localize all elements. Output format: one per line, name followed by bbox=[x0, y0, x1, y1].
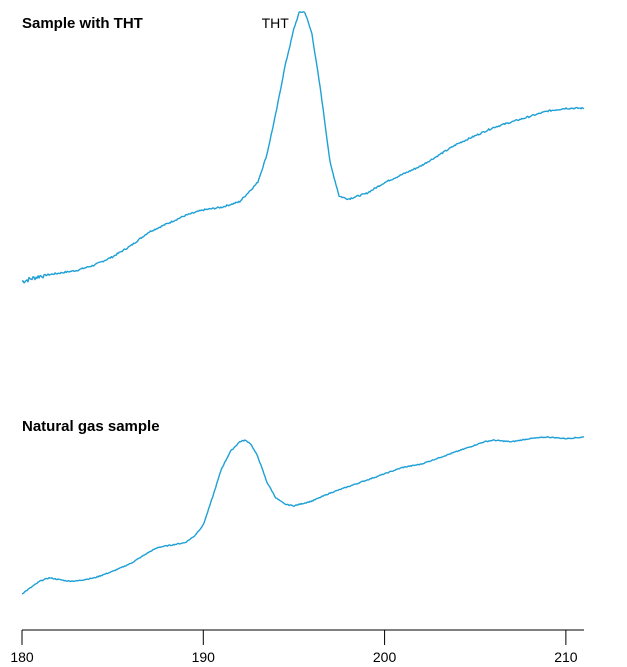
panel-title-sample-with-tht: Sample with THT bbox=[22, 15, 143, 32]
x-tick-label-200: 200 bbox=[373, 649, 397, 665]
x-tick-label-210: 210 bbox=[554, 649, 578, 665]
x-axis: 180 190 200 210 bbox=[10, 629, 584, 665]
panel-title-natural-gas-sample: Natural gas sample bbox=[22, 418, 160, 435]
series-line-sample-with-tht bbox=[21, 11, 585, 284]
peak-annotation-tht: THT bbox=[262, 15, 290, 31]
x-tick-label-180: 180 bbox=[10, 649, 34, 665]
series-line-natural-gas-sample bbox=[21, 436, 585, 595]
x-tick-label-190: 190 bbox=[192, 649, 216, 665]
